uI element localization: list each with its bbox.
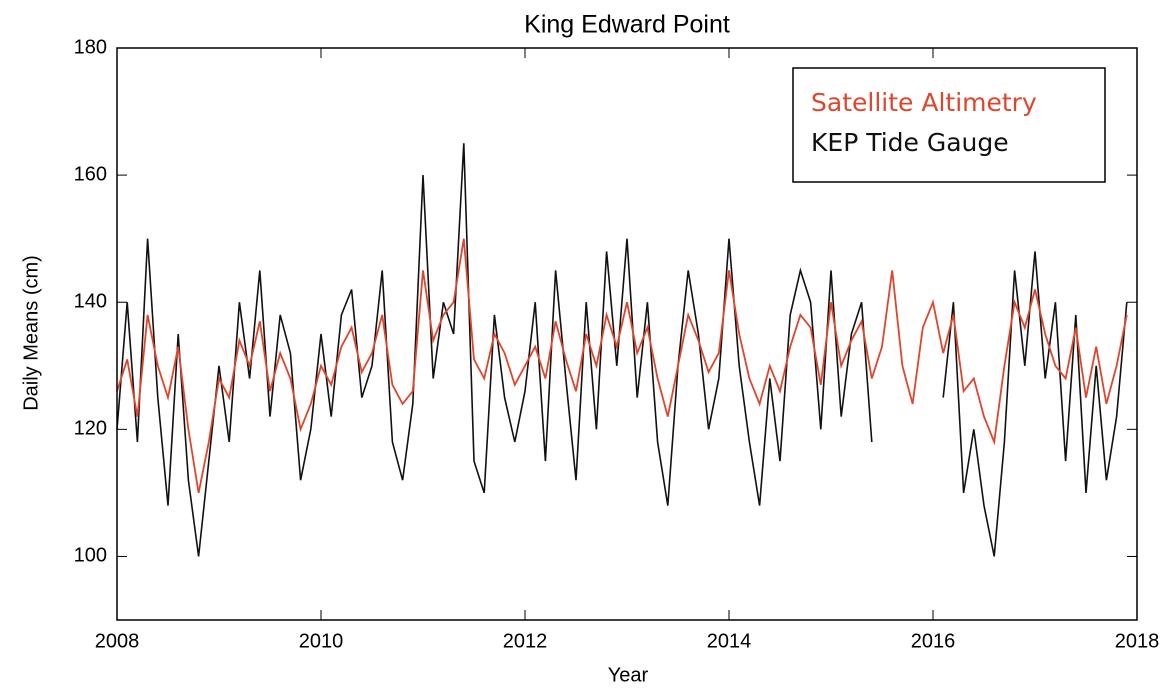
y-axis-label: Daily Means (cm)	[20, 255, 42, 411]
legend-entry: Satellite Altimetry	[811, 88, 1037, 117]
x-axis-label: Year	[608, 664, 649, 686]
y-tick-label: 100	[74, 545, 107, 567]
series-line	[116, 238, 1128, 494]
x-tick-label: 2018	[1115, 630, 1160, 652]
x-tick-label: 2014	[707, 630, 752, 652]
x-tick-label: 2010	[299, 630, 344, 652]
y-tick-label: 180	[74, 36, 107, 58]
x-tick-label: 2016	[911, 630, 956, 652]
series-line	[116, 143, 1128, 557]
legend-entry: KEP Tide Gauge	[811, 128, 1009, 157]
legend-box	[792, 67, 1106, 183]
chart-title: King Edward Point	[524, 11, 730, 39]
y-tick-label: 140	[74, 291, 107, 313]
plot-frame	[116, 47, 1138, 621]
x-tick-label: 2012	[503, 630, 548, 652]
y-tick-label: 120	[74, 418, 107, 440]
y-tick-label: 160	[74, 163, 107, 185]
x-tick-label: 2008	[95, 630, 140, 652]
